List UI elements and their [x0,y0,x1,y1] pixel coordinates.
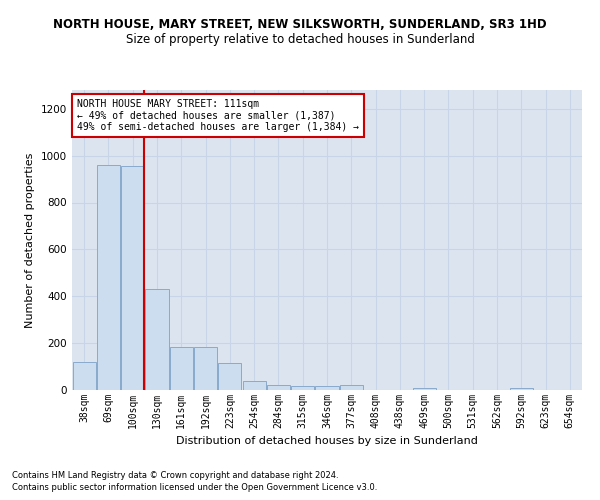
Bar [145,289,169,390]
Y-axis label: Number of detached properties: Number of detached properties [25,152,35,328]
Text: NORTH HOUSE MARY STREET: 111sqm
← 49% of detached houses are smaller (1,387)
49%: NORTH HOUSE MARY STREET: 111sqm ← 49% of… [77,99,359,132]
Text: NORTH HOUSE, MARY STREET, NEW SILKSWORTH, SUNDERLAND, SR3 1HD: NORTH HOUSE, MARY STREET, NEW SILKSWORTH… [53,18,547,30]
Bar [218,363,241,390]
Bar [73,362,95,390]
Bar [413,388,436,390]
Bar [267,386,290,390]
Bar [194,346,217,390]
Text: Size of property relative to detached houses in Sunderland: Size of property relative to detached ho… [125,32,475,46]
Bar [340,386,363,390]
Bar [242,380,266,390]
Bar [316,386,338,390]
Bar [170,346,193,390]
Text: Contains public sector information licensed under the Open Government Licence v3: Contains public sector information licen… [12,484,377,492]
Text: Contains HM Land Registry data © Crown copyright and database right 2024.: Contains HM Land Registry data © Crown c… [12,471,338,480]
Bar [510,388,533,390]
Bar [291,386,314,390]
Bar [121,166,144,390]
X-axis label: Distribution of detached houses by size in Sunderland: Distribution of detached houses by size … [176,436,478,446]
Bar [97,165,120,390]
